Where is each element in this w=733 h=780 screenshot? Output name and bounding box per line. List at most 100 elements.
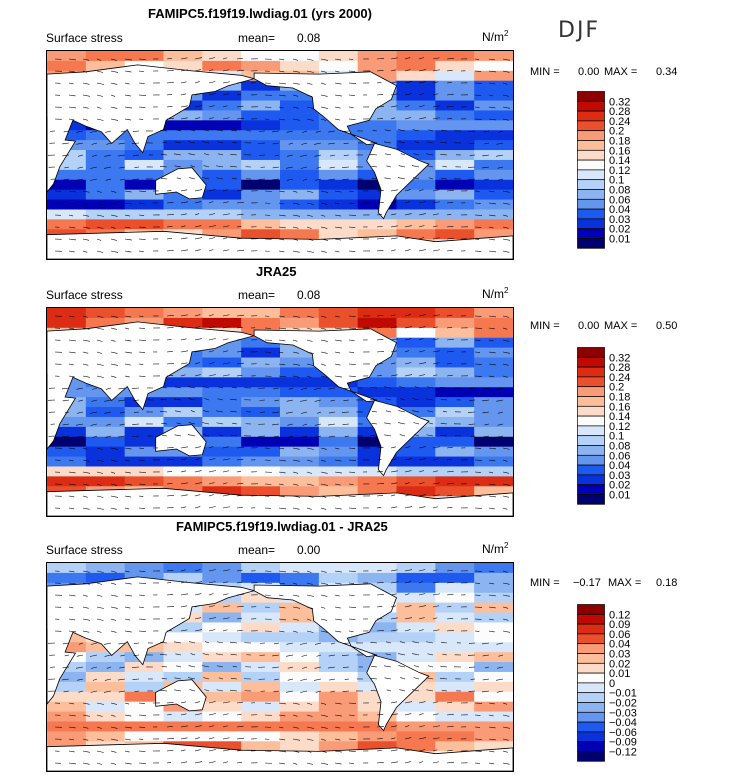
wind-vector — [134, 411, 140, 413]
wind-vector — [120, 130, 126, 133]
heatmap-cell — [318, 51, 359, 62]
heatmap-cell — [280, 51, 320, 62]
heatmap-cell — [318, 169, 359, 181]
wind-vector — [306, 618, 312, 621]
wind-vector — [348, 495, 356, 497]
heatmap-cell — [280, 456, 320, 467]
wind-vector — [376, 315, 384, 317]
wind-vector — [222, 237, 228, 240]
wind-vector — [292, 459, 300, 462]
wind-vector — [488, 70, 497, 73]
heatmap-cell — [280, 90, 320, 102]
wind-vector — [180, 593, 189, 596]
wind-vector — [62, 399, 70, 402]
wind-vector — [194, 581, 203, 584]
wind-vector — [306, 762, 314, 765]
wind-vector — [180, 725, 188, 728]
heatmap-cell — [435, 602, 475, 614]
wind-vector — [138, 250, 144, 252]
wind-vector — [488, 226, 494, 229]
heatmap-cell — [435, 159, 475, 171]
wind-vector — [348, 327, 356, 329]
wind-vector — [90, 423, 98, 426]
wind-vector — [124, 339, 132, 342]
wind-vector — [166, 606, 175, 608]
wind-vector — [320, 238, 329, 241]
wind-vector — [236, 117, 245, 120]
heatmap-cell — [280, 357, 320, 368]
heatmap-cell — [435, 612, 475, 623]
wind-vector — [166, 250, 174, 252]
wind-vector — [68, 606, 74, 609]
wind-vector — [218, 386, 224, 389]
wind-vector — [166, 94, 173, 96]
wind-vector — [132, 666, 140, 668]
wind-vector — [390, 761, 398, 764]
wind-vector — [202, 177, 210, 180]
wind-vector — [446, 362, 452, 365]
wind-vector — [306, 214, 313, 217]
wind-vector — [384, 434, 392, 437]
wind-vector — [180, 494, 188, 497]
wind-vector — [292, 714, 298, 717]
colorbar-tick-label: 0.06 — [609, 194, 630, 206]
wind-vector — [236, 581, 243, 584]
colorbar-swatch — [577, 604, 605, 615]
heatmap-cell — [435, 140, 475, 151]
wind-vector — [502, 714, 510, 717]
wind-vector — [320, 58, 329, 61]
wind-vector — [376, 351, 384, 353]
wind-vector — [124, 70, 132, 73]
heatmap-cell — [202, 456, 242, 467]
wind-vector — [188, 641, 196, 644]
wind-vector — [119, 423, 126, 426]
wind-vector — [208, 749, 216, 752]
wind-vector — [118, 435, 126, 438]
colorbar-swatch — [577, 91, 605, 102]
wind-vector — [400, 153, 406, 156]
heatmap-cell — [318, 563, 359, 574]
heatmap-cell — [280, 199, 320, 210]
heatmap-cell — [280, 169, 320, 181]
map-svg — [47, 308, 513, 516]
wind-vector — [418, 569, 426, 572]
wind-vector — [292, 82, 300, 85]
wind-vector — [432, 105, 440, 108]
heatmap-cell — [241, 436, 281, 448]
wind-vector — [82, 202, 88, 205]
heatmap-cell — [318, 199, 359, 210]
wind-vector — [278, 471, 286, 474]
heatmap-cell — [85, 209, 126, 220]
wind-vector — [68, 750, 75, 753]
wind-vector — [110, 315, 119, 318]
wind-vector — [432, 237, 440, 240]
wind-vector — [82, 82, 90, 85]
heatmap-cell — [396, 229, 436, 240]
wind-vector — [390, 629, 398, 632]
wind-vector — [446, 605, 452, 608]
heatmap-cell — [396, 308, 436, 319]
wind-vector — [278, 214, 286, 217]
heatmap-cell — [396, 612, 436, 623]
wind-vector — [286, 399, 294, 402]
wind-vector — [124, 483, 133, 486]
wind-vector — [208, 761, 216, 764]
heatmap-cell — [435, 416, 475, 428]
wind-vector — [428, 129, 434, 132]
heatmap-cell — [474, 721, 513, 732]
wind-vector — [91, 154, 98, 157]
heatmap-cell — [47, 159, 87, 171]
wind-vector — [236, 629, 243, 632]
wind-vector — [488, 250, 497, 253]
wind-vector — [104, 411, 112, 414]
heatmap-cell — [396, 51, 436, 62]
wind-vector — [314, 678, 322, 681]
wind-vector — [488, 339, 494, 342]
heatmap-cell — [435, 681, 475, 693]
wind-vector — [82, 618, 91, 621]
heatmap-cell — [202, 622, 242, 633]
wind-vector — [425, 153, 434, 156]
wind-vector — [230, 641, 238, 644]
wind-vector — [427, 410, 434, 413]
wind-vector — [306, 70, 314, 73]
